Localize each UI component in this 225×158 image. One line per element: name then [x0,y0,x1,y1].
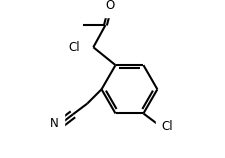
Text: O: O [105,0,115,12]
Text: N: N [49,117,58,130]
Text: Cl: Cl [161,120,172,133]
Text: Cl: Cl [68,41,79,54]
